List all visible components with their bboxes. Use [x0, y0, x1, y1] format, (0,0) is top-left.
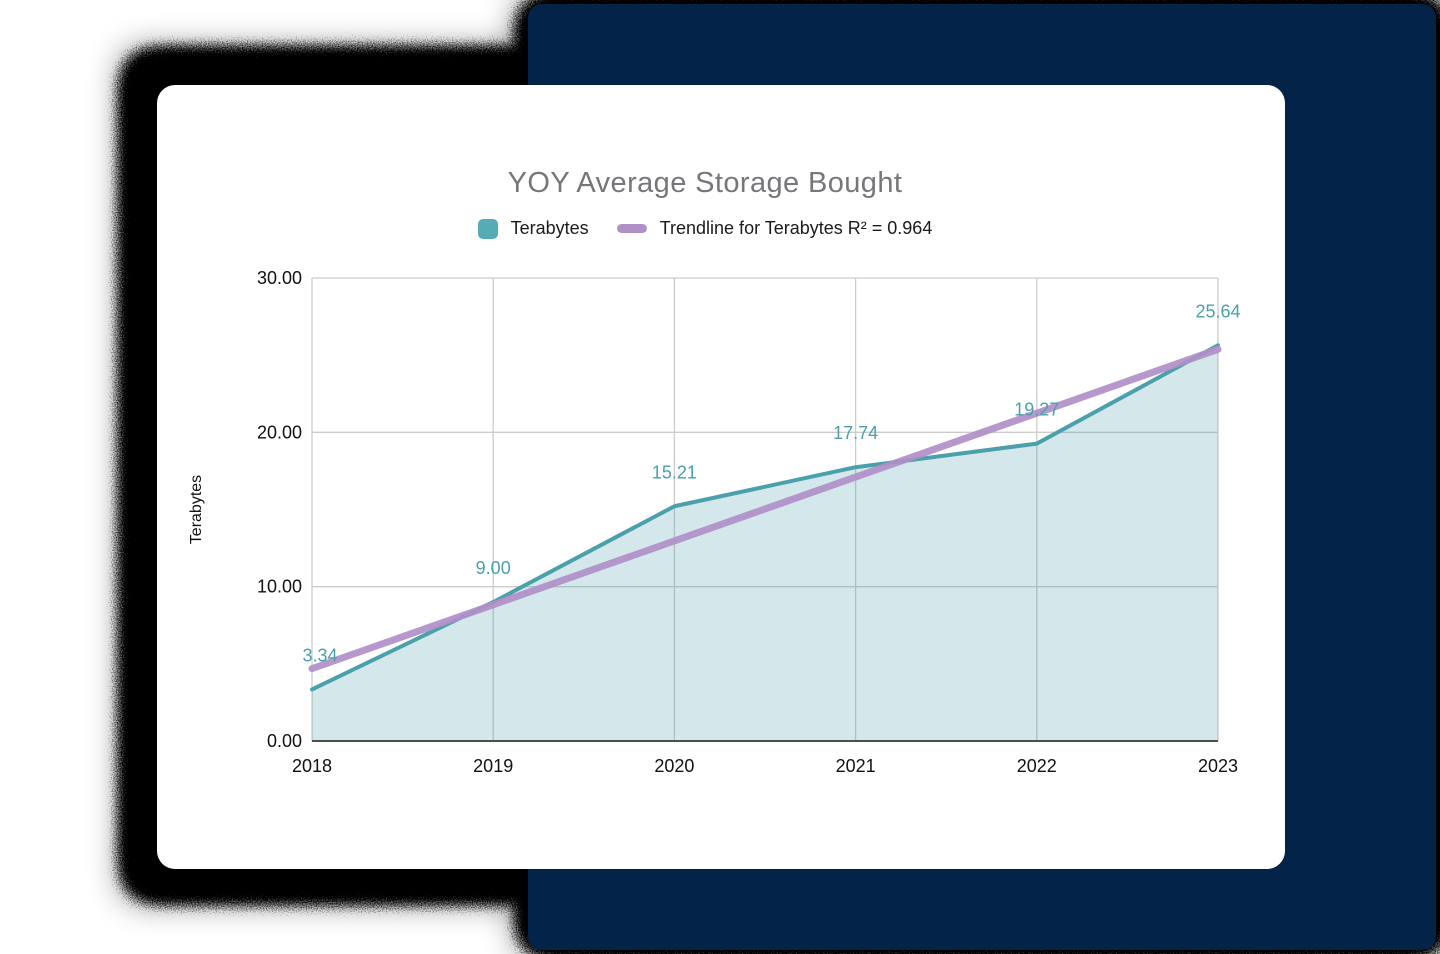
- x-tick-label: 2019: [473, 756, 513, 776]
- terabytes-swatch-icon: [477, 218, 498, 239]
- legend-label-trendline: Trendline for Terabytes R² = 0.964: [659, 218, 933, 238]
- terabytes-area: [312, 345, 1218, 741]
- y-tick-label: 20.00: [257, 422, 302, 442]
- chart-legend: Terabytes Trendline for Terabytes R² = 0…: [141, 218, 1269, 239]
- x-tick-label: 2020: [654, 756, 694, 776]
- x-tick-label: 2022: [1017, 756, 1057, 776]
- x-tick-label: 2023: [1198, 756, 1238, 776]
- data-label: 3.34: [302, 645, 337, 665]
- chart-card: YOY Average Storage Bought Terabytes Tre…: [157, 85, 1285, 869]
- chart-header: YOY Average Storage Bought Terabytes Tre…: [141, 167, 1269, 239]
- trendline-swatch-icon: [616, 224, 647, 233]
- trendline: [308, 345, 1222, 673]
- data-label: 19.27: [1014, 400, 1059, 420]
- y-tick-label: 0.00: [267, 731, 302, 751]
- data-label: 9.00: [476, 558, 511, 578]
- data-label: 15.21: [652, 462, 697, 482]
- y-tick-label: 10.00: [257, 577, 302, 597]
- legend-label-terabytes: Terabytes: [510, 218, 589, 238]
- legend-item-trendline[interactable]: Trendline for Terabytes R² = 0.964: [616, 218, 933, 239]
- x-tick-label: 2018: [292, 756, 332, 776]
- x-tick-label: 2021: [836, 756, 876, 776]
- data-label: 17.74: [833, 423, 878, 443]
- y-axis-title: Terabytes: [188, 475, 205, 544]
- legend-item-terabytes[interactable]: Terabytes: [477, 218, 589, 239]
- storage-area-chart[interactable]: 0.00 10.00 20.00 30.00 2018 2019 2020 2021 2022 2…: [157, 85, 1285, 869]
- y-tick-label: 30.00: [257, 268, 302, 288]
- chart-title: YOY Average Storage Bought: [507, 167, 903, 199]
- data-label: 25.64: [1195, 301, 1240, 321]
